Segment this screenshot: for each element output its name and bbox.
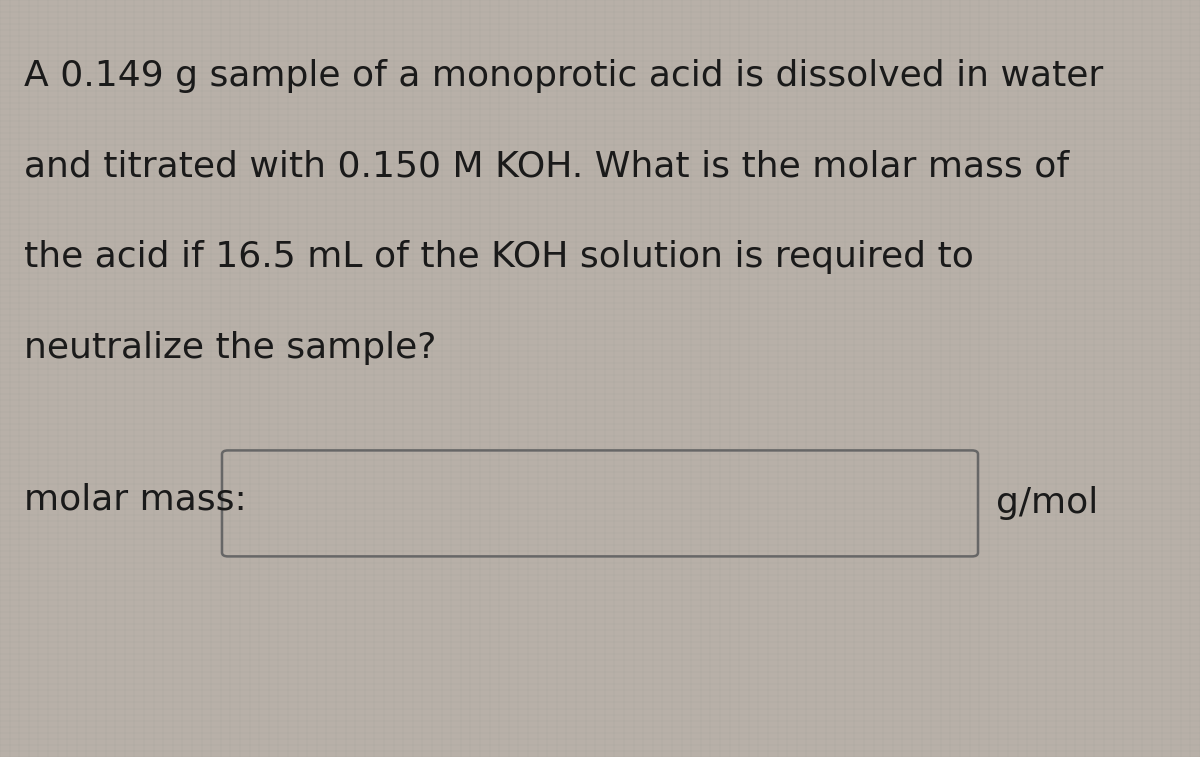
Text: neutralize the sample?: neutralize the sample? (24, 332, 437, 365)
Text: g/mol: g/mol (996, 487, 1098, 520)
Text: A 0.149 g sample of a monoprotic acid is dissolved in water: A 0.149 g sample of a monoprotic acid is… (24, 59, 1103, 92)
Text: and titrated with 0.150 M KOH. What is the molar mass of: and titrated with 0.150 M KOH. What is t… (24, 150, 1069, 183)
FancyBboxPatch shape (222, 450, 978, 556)
Text: molar mass:: molar mass: (24, 483, 247, 516)
Text: the acid if 16.5 mL of the KOH solution is required to: the acid if 16.5 mL of the KOH solution … (24, 241, 974, 274)
